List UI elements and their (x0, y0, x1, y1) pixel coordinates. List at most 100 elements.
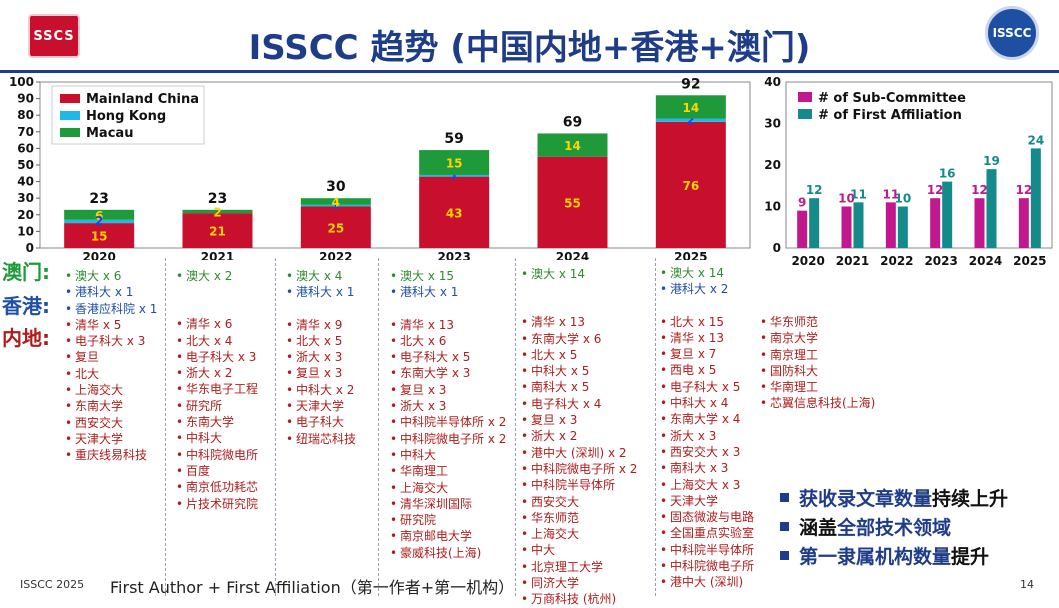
affiliation-column: 澳大 x 14 • 清华 x 13 • 东南大学 x 6 • 北大 x 5 • 中科大 x 5 •… (521, 266, 637, 608)
bullet-dot-icon: • (760, 331, 768, 346)
bullet-dot-icon: • (521, 267, 529, 281)
affiliation-entry: 北大 x 5 • (286, 333, 343, 348)
bullet-dot-icon: • (176, 431, 184, 446)
segment-value-label: 2 (213, 205, 221, 219)
row-label-hongkong: 香港: (2, 294, 50, 318)
x-tick-label: 2024 (969, 254, 1002, 268)
affiliation-entry: 华东师范 • (760, 315, 819, 329)
affiliation-entry: 东南大学 x 3 • (390, 366, 471, 381)
affiliation-entry: 港中大 (深圳) x 2 • (521, 445, 627, 460)
segment-value-label: 43 (446, 206, 463, 220)
bullet-dot-icon: • (390, 317, 398, 332)
affiliation-entry: 中科院微电子所 • (660, 559, 755, 574)
bullet-dot-icon: • (390, 415, 398, 430)
bar-value-label: 16 (939, 167, 956, 181)
row-label-macau: 澳门: (2, 260, 50, 284)
bullet-dot-icon: • (176, 366, 184, 381)
spacer (521, 298, 637, 314)
bar-value-label: 24 (1027, 133, 1044, 147)
spacer (286, 301, 356, 317)
bullet-dot-icon: • (286, 399, 294, 414)
affiliation-entry: 中科院半导体所 x 2 • (390, 415, 507, 430)
bullet-dot-icon: • (521, 510, 529, 525)
y-tick-label: 0 (26, 241, 34, 255)
affiliation-entry: 南京大学 • (760, 331, 819, 346)
bar-total-label: 23 (89, 191, 108, 207)
bullet-dot-icon: • (65, 301, 73, 316)
bullet-dot-icon: • (521, 543, 529, 558)
affiliation-entry: 东南大学 • (176, 415, 235, 430)
bullet-dot-icon: • (286, 333, 294, 348)
bullet-dot-icon: • (65, 383, 73, 398)
bullet-dot-icon: • (390, 496, 398, 511)
segment-value-label: 6 (95, 209, 103, 223)
bullet-dot-icon: • (521, 396, 529, 411)
bullet-dot-icon: • (390, 399, 398, 414)
affiliation-column: 澳大 x 15 • 港科大 x 1 • 清华 x 13 • 北大 x 6 • 电子科大 x 5 •… (390, 268, 506, 561)
affiliation-entry: 上海交大 • (390, 480, 449, 495)
bar-segment-mainland-china (182, 213, 253, 248)
x-tick-label: 2022 (880, 254, 913, 268)
affiliation-entry: 纽瑞芯科技 • (286, 431, 357, 446)
affiliation-entry: 港科大 x 1 • (65, 285, 134, 300)
affiliation-column: 华东师范 • 南京大学 • 南京理工 • 国防科大 • 华南理工 • 芯翼信息科技(上海) • (760, 314, 875, 412)
affiliation-entry: 港科大 x 1 • (390, 285, 459, 300)
affiliation-entry: 港科大 x 1 • (286, 285, 355, 300)
bullet-dot-icon: • (760, 363, 768, 378)
bullet-square-icon (780, 522, 789, 531)
bullet-dot-icon: • (660, 559, 668, 574)
bullet-dot-icon: • (521, 478, 529, 493)
x-tick-label: 2022 (319, 250, 352, 260)
bullet-dot-icon: • (176, 382, 184, 397)
bar-subcommittee (974, 198, 985, 248)
affiliation-entry: 澳大 x 6 • (65, 269, 122, 283)
bullet-dot-icon: • (660, 412, 668, 427)
bullet-dot-icon: • (286, 366, 294, 381)
bullet-dot-icon: • (286, 431, 294, 446)
bullet-text: 获收录文章数量 (799, 488, 933, 510)
bullet-dot-icon: • (660, 461, 668, 476)
affiliation-entry: 上海交大 • (65, 383, 124, 398)
affiliation-entry: 北京理工大学 • (521, 559, 604, 574)
affiliation-entry: 天津大学 • (286, 399, 345, 414)
bullet-square-icon (780, 493, 789, 502)
affiliation-entry: 固态微波与电路 • (660, 510, 755, 525)
affiliation-entry: 北大 x 4 • (176, 333, 233, 348)
affiliation-entry: 中科大 • (390, 447, 437, 462)
bar-value-label: 12 (1015, 183, 1032, 197)
affiliation-entry: 清华 x 13 • (521, 315, 586, 330)
affiliation-entry: 清华 x 9 • (286, 317, 343, 332)
bar-value-label: 10 (894, 192, 911, 206)
segment-value-label: 76 (682, 179, 699, 193)
affiliation-column: 澳大 x 6 • 港科大 x 1 • 香港应科院 x 1 • 清华 x 5 • 电子科大 x 3… (65, 268, 157, 464)
bullet-dot-icon: • (521, 559, 529, 574)
affiliation-entry: 浙大 x 3 • (286, 350, 343, 365)
bullet-dot-icon: • (65, 415, 73, 430)
bullet-dot-icon: • (660, 542, 668, 557)
bullet-dot-icon: • (660, 493, 668, 508)
affiliation-entry: 同济大学 • (521, 576, 580, 591)
bullet-dot-icon: • (286, 415, 294, 430)
bar-value-label: 11 (850, 187, 867, 201)
affiliation-entry: 浙大 x 2 • (521, 429, 578, 444)
bullet-dot-icon: • (660, 330, 668, 345)
affiliation-entry: 华东电子工程 • (176, 382, 259, 397)
affiliation-entry: 华南理工 • (760, 380, 819, 395)
y-tick-label: 90 (17, 92, 34, 106)
affiliation-entry: 清华 x 13 • (390, 317, 455, 332)
bullet-dot-icon: • (660, 444, 668, 459)
bullet-dot-icon: • (390, 480, 398, 495)
legend-label: # of Sub-Committee (818, 91, 966, 106)
y-tick-label: 100 (9, 75, 34, 89)
bullet-dot-icon: • (65, 350, 73, 365)
bullet-dot-icon: • (390, 447, 398, 462)
y-tick-label: 60 (17, 141, 34, 155)
spacer (176, 284, 258, 300)
bar-segment-mainland-china (300, 206, 371, 248)
x-tick-label: 2021 (836, 254, 869, 268)
bullet-dot-icon: • (760, 396, 768, 411)
affiliation-entry: 西安交大 • (521, 494, 580, 509)
bullet-dot-icon: • (390, 333, 398, 348)
bullet-dot-icon: • (760, 315, 768, 329)
bar-subcommittee (841, 206, 852, 248)
